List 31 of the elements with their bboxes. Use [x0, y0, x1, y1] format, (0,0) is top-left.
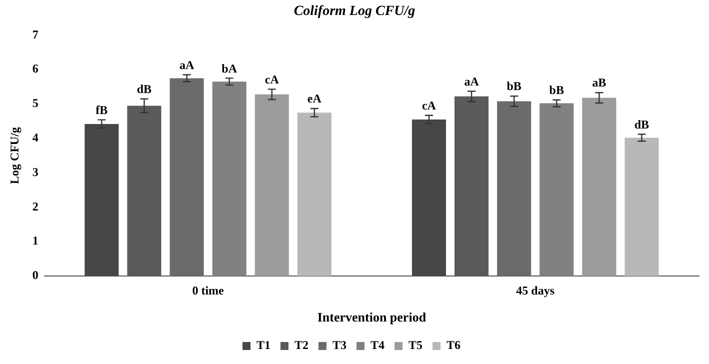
legend-label: T3	[332, 338, 347, 352]
data-label: fB	[96, 102, 108, 117]
y-tick-label: 0	[32, 268, 38, 282]
legend-label: T1	[256, 338, 271, 352]
legend-label: T2	[294, 338, 309, 352]
data-label: aA	[464, 74, 480, 88]
y-tick-label: 7	[32, 27, 38, 42]
y-axis-title: Log CFU/g	[7, 127, 22, 184]
data-label: aA	[179, 58, 194, 72]
data-label: cA	[264, 72, 280, 86]
y-tick-label: 3	[32, 164, 38, 179]
y-tick-label: 1	[32, 234, 38, 248]
y-tick-label: 5	[32, 96, 38, 110]
data-label: bB	[549, 82, 564, 97]
data-label: dB	[136, 82, 152, 96]
data-label: eA	[307, 92, 322, 106]
y-tick-label: 6	[32, 62, 38, 76]
x-tick-label: 0 time	[192, 283, 225, 298]
legend-label: T6	[446, 338, 461, 352]
y-tick-label: 2	[32, 199, 38, 214]
data-label: dB	[634, 117, 650, 132]
legend-label: T5	[408, 338, 423, 352]
data-label: cA	[422, 98, 436, 112]
x-axis-title: Intervention period	[317, 310, 427, 325]
legend-label: T4	[370, 338, 385, 352]
x-tick-label: 45 days	[516, 283, 555, 298]
y-tick-label: 4	[32, 130, 38, 144]
chart-title: Coliform Log CFU/g	[292, 3, 416, 21]
data-label: bA	[222, 61, 238, 76]
data-label: aB	[592, 76, 606, 90]
data-label: bB	[506, 79, 522, 94]
